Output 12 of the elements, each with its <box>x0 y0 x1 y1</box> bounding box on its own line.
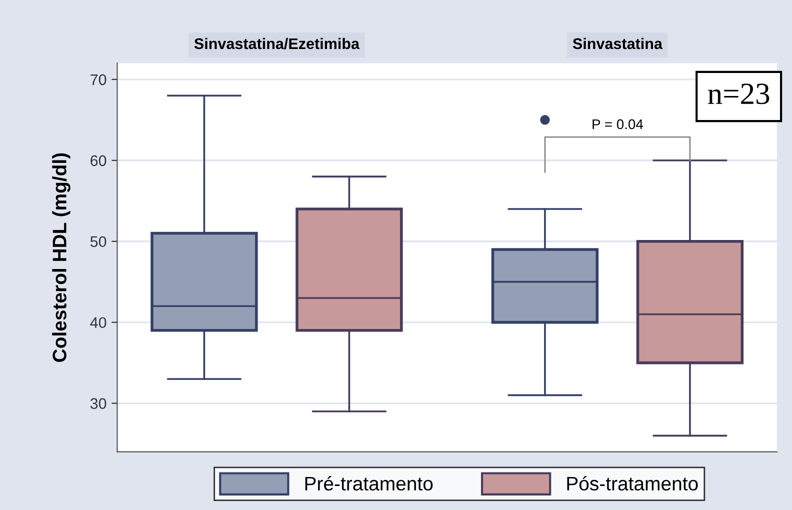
y-tick-label: 30 <box>90 398 106 409</box>
legend-label: Pré-tratamento <box>305 476 433 491</box>
y-tick-label: 70 <box>90 74 106 86</box>
x-tick-label: Sinvastatina/Ezetimiba <box>194 38 360 50</box>
y-tick-label: 60 <box>90 155 106 166</box>
y-axis-title: Colesterol HDL (mg/dl) <box>52 153 70 362</box>
y-tick-label: 40 <box>90 317 106 328</box>
y-tick-label: 50 <box>90 236 106 248</box>
legend-label: Pós-tratamento <box>567 476 698 491</box>
x-tick-label: Sinvastatina <box>572 38 663 50</box>
annotation: P = 0.04 <box>592 119 643 130</box>
annotation: n=23 <box>708 84 770 104</box>
